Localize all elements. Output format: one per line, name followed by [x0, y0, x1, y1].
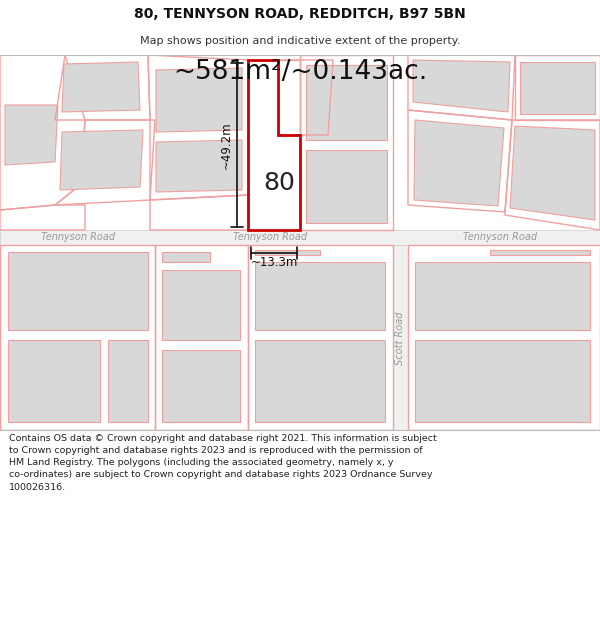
Text: Tennyson Road: Tennyson Road [233, 232, 307, 242]
Text: Contains OS data © Crown copyright and database right 2021. This information is : Contains OS data © Crown copyright and d… [9, 434, 437, 491]
Polygon shape [490, 250, 590, 255]
Polygon shape [60, 130, 143, 190]
Text: ~581m²/~0.143ac.: ~581m²/~0.143ac. [173, 59, 427, 85]
Text: ~49.2m: ~49.2m [220, 121, 233, 169]
Polygon shape [510, 126, 595, 220]
Text: Tennyson Road: Tennyson Road [41, 232, 115, 242]
Text: 80: 80 [263, 171, 295, 194]
Polygon shape [255, 262, 385, 330]
Polygon shape [520, 62, 595, 114]
Polygon shape [0, 230, 600, 245]
Polygon shape [162, 350, 240, 422]
Polygon shape [255, 250, 320, 255]
Text: Scott Road: Scott Road [395, 311, 405, 365]
Text: Map shows position and indicative extent of the property.: Map shows position and indicative extent… [140, 36, 460, 46]
Polygon shape [62, 62, 140, 112]
Polygon shape [415, 340, 590, 422]
Polygon shape [5, 105, 58, 165]
Polygon shape [156, 68, 242, 132]
Text: ~13.3m: ~13.3m [250, 256, 298, 269]
Polygon shape [413, 60, 510, 112]
Polygon shape [248, 60, 300, 230]
Polygon shape [162, 252, 210, 262]
Polygon shape [8, 252, 148, 330]
Polygon shape [156, 140, 242, 192]
Polygon shape [8, 340, 100, 422]
Polygon shape [415, 262, 590, 330]
Polygon shape [162, 270, 240, 340]
Polygon shape [393, 245, 408, 430]
Polygon shape [306, 150, 387, 223]
Polygon shape [306, 65, 387, 140]
Polygon shape [414, 120, 504, 206]
Text: Tennyson Road: Tennyson Road [463, 232, 537, 242]
Polygon shape [108, 340, 148, 422]
Text: 80, TENNYSON ROAD, REDDITCH, B97 5BN: 80, TENNYSON ROAD, REDDITCH, B97 5BN [134, 7, 466, 21]
Polygon shape [255, 340, 385, 422]
